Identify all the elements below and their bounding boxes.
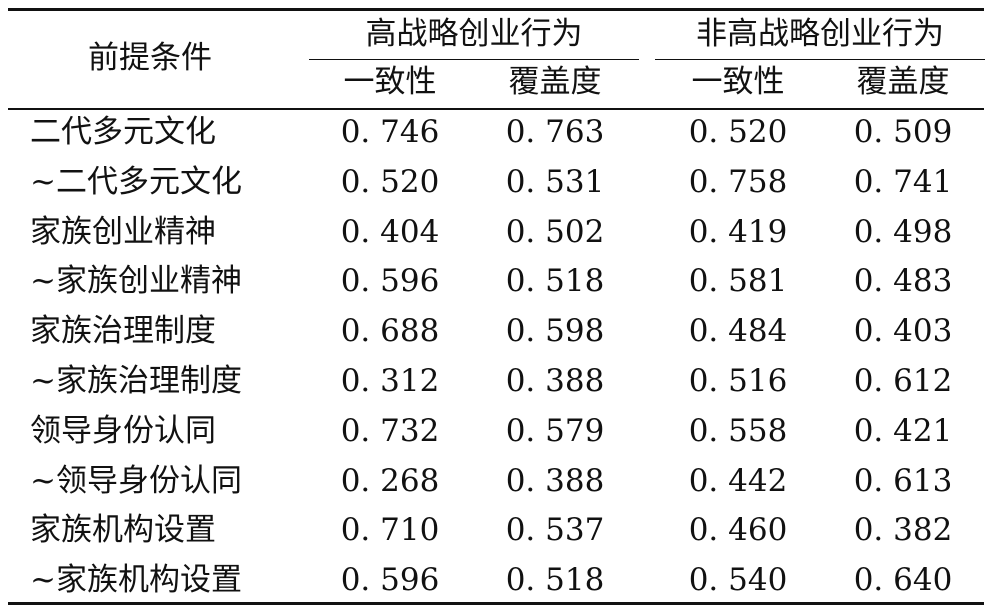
row-label: ~家族治理制度: [30, 363, 242, 399]
non-coverage-value: 0. 612: [853, 363, 953, 399]
high-coverage-value: 0. 598: [505, 313, 605, 350]
row-label: 二代多元文化: [30, 114, 216, 150]
non-consistency-value: 0. 484: [688, 313, 788, 350]
non-consistency-value: 0. 419: [688, 213, 788, 250]
header-group-high: 高战略创业行为: [365, 16, 583, 52]
row-label: ~领导身份认同: [30, 462, 242, 499]
high-consistency-value: 0. 688: [340, 313, 440, 350]
row-label: ~家族创业精神: [30, 263, 242, 300]
row-label: 领导身份认同: [30, 412, 216, 449]
header-high-coverage: 覆盖度: [508, 64, 602, 100]
non-consistency-value: 0. 758: [688, 163, 788, 200]
header-high-consistency: 一致性: [343, 64, 437, 100]
header-non-coverage: 覆盖度: [856, 64, 950, 100]
non-consistency-value: 0. 442: [688, 462, 788, 499]
non-consistency-value: 0. 516: [688, 363, 788, 399]
high-coverage-value: 0. 763: [505, 114, 605, 150]
high-consistency-value: 0. 520: [340, 163, 440, 200]
non-coverage-value: 0. 403: [853, 313, 953, 350]
non-coverage-value: 0. 741: [853, 163, 953, 200]
non-consistency-value: 0. 558: [688, 412, 788, 449]
non-consistency-value: 0. 540: [688, 562, 788, 599]
high-coverage-value: 0. 531: [505, 163, 605, 200]
row-label: ~家族机构设置: [30, 562, 242, 599]
row-label: 家族创业精神: [30, 213, 216, 250]
high-consistency-value: 0. 710: [340, 512, 440, 549]
row-label: ~二代多元文化: [30, 163, 242, 200]
high-coverage-value: 0. 388: [505, 363, 605, 399]
non-consistency-value: 0. 460: [688, 512, 788, 549]
top-rule: [8, 8, 984, 11]
non-coverage-value: 0. 509: [853, 114, 953, 150]
row-label: 家族机构设置: [30, 512, 216, 549]
group-high-rule: [309, 59, 639, 60]
header-non-consistency: 一致性: [691, 64, 785, 100]
non-coverage-value: 0. 483: [853, 263, 953, 300]
non-consistency-value: 0. 520: [688, 114, 788, 150]
header-premise: 前提条件: [88, 40, 212, 76]
high-consistency-value: 0. 596: [340, 263, 440, 300]
high-consistency-value: 0. 746: [340, 114, 440, 150]
row-label: 家族治理制度: [30, 313, 216, 350]
high-consistency-value: 0. 596: [340, 562, 440, 599]
high-coverage-value: 0. 502: [505, 213, 605, 250]
non-consistency-value: 0. 581: [688, 263, 788, 300]
high-coverage-value: 0. 518: [505, 263, 605, 300]
non-coverage-value: 0. 640: [853, 562, 953, 599]
high-consistency-value: 0. 268: [340, 462, 440, 499]
high-coverage-value: 0. 537: [505, 512, 605, 549]
non-coverage-value: 0. 382: [853, 512, 953, 549]
high-consistency-value: 0. 732: [340, 412, 440, 449]
bottom-rule: [8, 602, 984, 605]
high-coverage-value: 0. 388: [505, 462, 605, 499]
group-non-rule: [655, 59, 985, 60]
header-group-non: 非高战略创业行为: [696, 16, 944, 52]
non-coverage-value: 0. 613: [853, 462, 953, 499]
header-rule: [8, 108, 984, 110]
high-coverage-value: 0. 579: [505, 412, 605, 449]
high-consistency-value: 0. 404: [340, 213, 440, 250]
high-consistency-value: 0. 312: [340, 363, 440, 399]
non-coverage-value: 0. 421: [853, 412, 953, 449]
non-coverage-value: 0. 498: [853, 213, 953, 250]
high-coverage-value: 0. 518: [505, 562, 605, 599]
